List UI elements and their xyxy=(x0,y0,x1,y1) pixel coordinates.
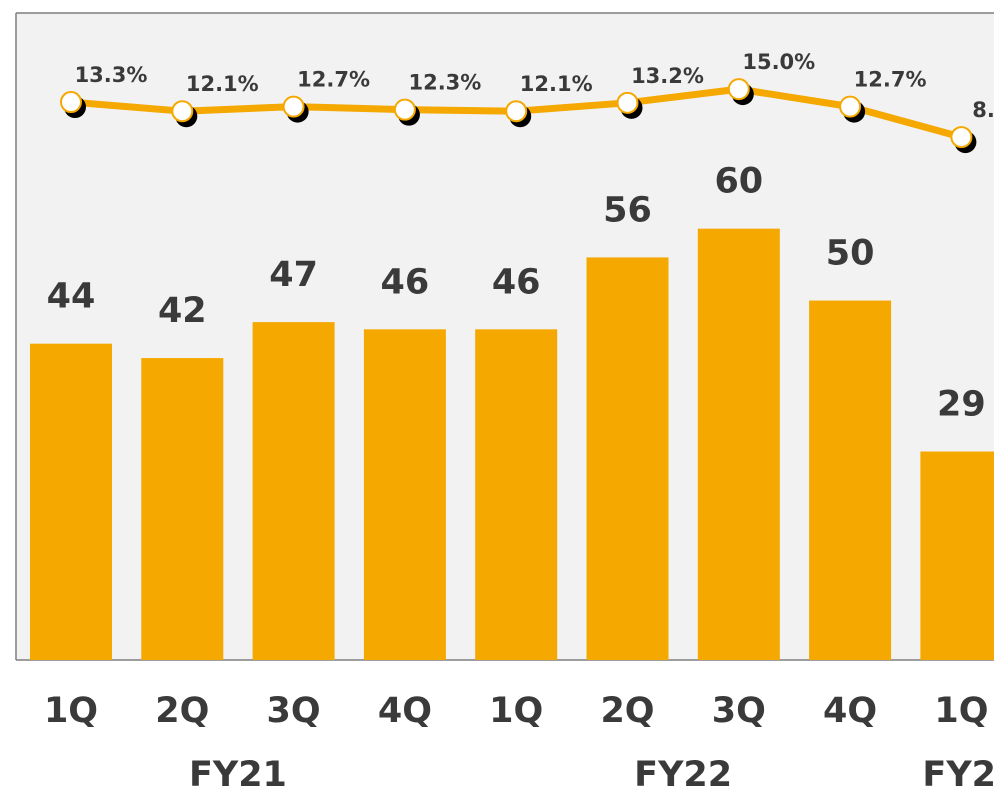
bar-value-label: 46 xyxy=(492,262,541,302)
bar xyxy=(586,257,669,660)
line-value-label: 12.1% xyxy=(186,72,259,96)
x-group-label: FY21 xyxy=(189,755,287,795)
x-tick-labels: 1Q 2Q 3Q 4Q 1Q 2Q 3Q 4Q 1Q xyxy=(44,691,989,731)
line-point xyxy=(171,100,194,123)
line-value-label: 12.7% xyxy=(297,68,370,92)
bar-value-labels: 44 42 47 46 46 56 60 50 29 xyxy=(47,162,986,425)
bar xyxy=(30,343,112,660)
x-tick-label: 2Q xyxy=(155,691,209,731)
line-value-label: 12.3% xyxy=(408,71,481,95)
bar-value-label: 56 xyxy=(603,190,652,230)
bar-series xyxy=(30,228,994,660)
line-point xyxy=(839,95,862,118)
x-tick-label: 3Q xyxy=(267,691,321,731)
line-value-label: 15.0% xyxy=(742,50,815,74)
bar-value-label: 47 xyxy=(269,255,318,295)
bar-value-label: 44 xyxy=(47,277,96,317)
bar xyxy=(363,329,446,660)
x-group-labels: FY21 FY22 FY23 xyxy=(189,755,994,795)
line-value-label: 13.2% xyxy=(631,64,704,88)
line-value-label: 8.7% xyxy=(972,98,994,122)
x-tick-label: 1Q xyxy=(934,691,988,731)
x-tick-label: 1Q xyxy=(44,691,98,731)
x-group-label: FY22 xyxy=(634,755,732,795)
x-group-label: FY23 xyxy=(922,755,994,795)
line-point xyxy=(505,100,528,123)
line-value-labels: 13.3% 12.1% 12.7% 12.3% 12.1% 13.2% 15.0% 12.7%… xyxy=(75,50,994,122)
bar-value-label: 50 xyxy=(826,234,875,274)
line-value-label: 13.3% xyxy=(75,63,148,87)
bar xyxy=(920,451,994,660)
line-point xyxy=(60,91,82,114)
bar xyxy=(475,329,558,660)
line-point xyxy=(282,95,305,118)
x-tick-label: 2Q xyxy=(600,691,654,731)
line-point xyxy=(393,98,416,121)
line-value-label: 12.7% xyxy=(854,68,927,92)
bar-value-label: 29 xyxy=(937,385,986,425)
bar xyxy=(252,322,335,660)
bar xyxy=(141,358,224,660)
line-series xyxy=(60,78,977,154)
line-value-label: 12.1% xyxy=(520,72,593,96)
line-point xyxy=(616,91,639,114)
line-point xyxy=(727,78,750,101)
line-point xyxy=(950,126,973,149)
bar-value-label: 46 xyxy=(381,262,430,302)
x-tick-label: 4Q xyxy=(823,691,877,731)
x-tick-label: 1Q xyxy=(489,691,543,731)
bar xyxy=(697,228,780,660)
x-tick-label: 4Q xyxy=(378,691,432,731)
bar xyxy=(809,300,892,660)
bar-value-label: 60 xyxy=(714,162,763,202)
bar-value-label: 42 xyxy=(158,291,207,331)
x-tick-label: 3Q xyxy=(712,691,766,731)
